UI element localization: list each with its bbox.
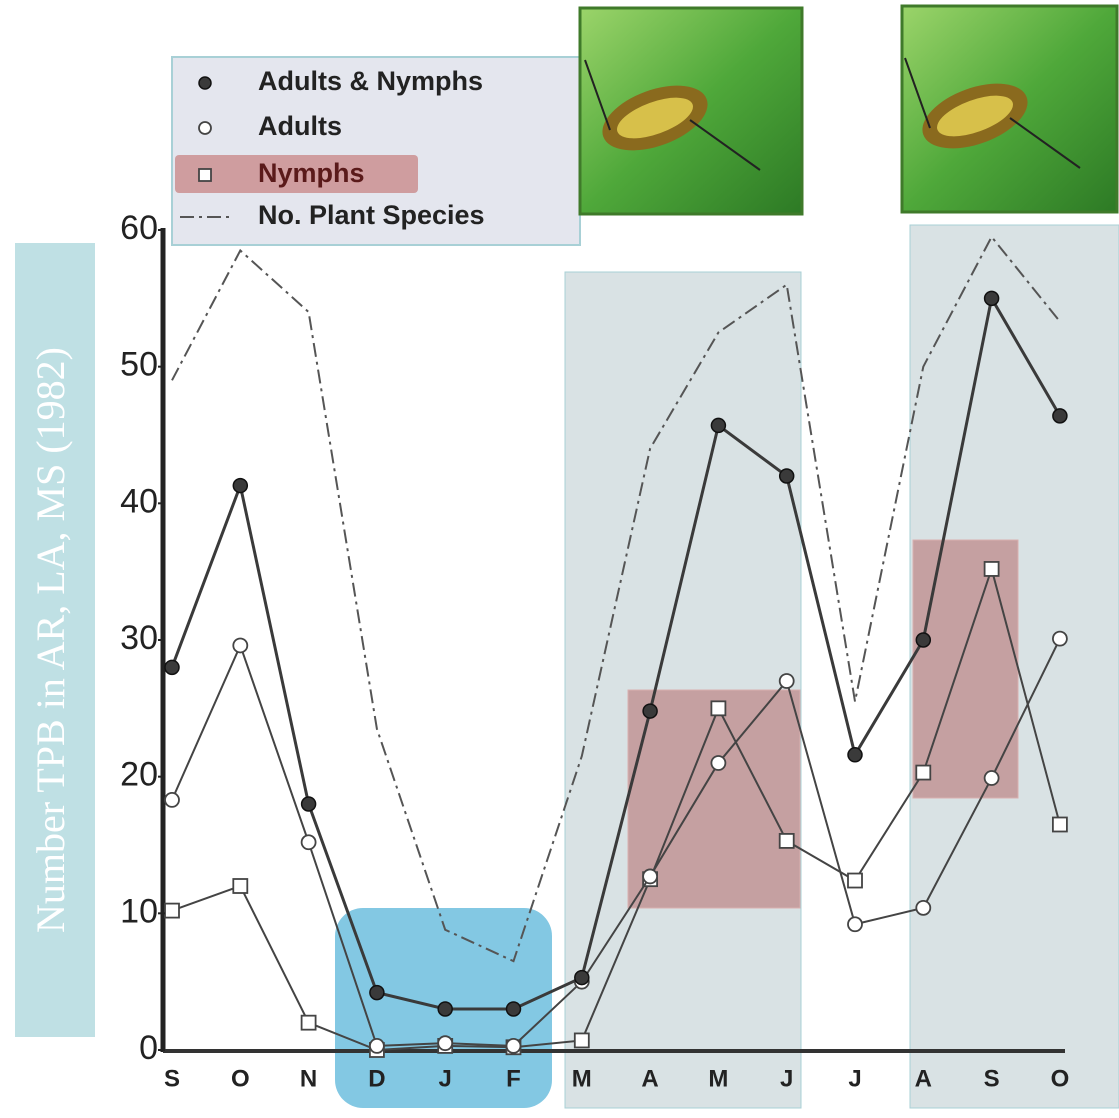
y-tick-label: 60 <box>120 209 158 247</box>
marker <box>507 1002 521 1016</box>
x-tick-label: J <box>439 1065 452 1092</box>
marker <box>370 986 384 1000</box>
marker <box>575 1033 589 1047</box>
y-tick-label: 20 <box>120 756 158 794</box>
marker <box>916 766 930 780</box>
marker <box>575 971 589 985</box>
marker <box>848 874 862 888</box>
x-tick-label: S <box>164 1065 180 1092</box>
x-tick-label: M <box>572 1065 592 1092</box>
marker <box>165 793 179 807</box>
legend-label: Nymphs <box>258 158 365 188</box>
legend-label: No. Plant Species <box>258 200 485 230</box>
marker <box>643 704 657 718</box>
marker <box>302 1016 316 1030</box>
marker <box>438 1036 452 1050</box>
x-tick-label: S <box>984 1065 1000 1092</box>
y-axis-label: Number TPB in AR, LA, MS (1982) <box>28 347 73 933</box>
insect-image <box>580 8 802 214</box>
marker <box>165 660 179 674</box>
marker <box>165 904 179 918</box>
y-tick-label: 10 <box>120 892 158 930</box>
y-tick-label: 30 <box>120 619 158 657</box>
marker <box>1053 818 1067 832</box>
marker <box>643 869 657 883</box>
marker <box>780 834 794 848</box>
x-tick-label: A <box>915 1065 932 1092</box>
legend-marker <box>199 122 211 134</box>
insect-image <box>902 6 1117 212</box>
x-tick-label: A <box>641 1065 658 1092</box>
marker <box>302 797 316 811</box>
marker <box>916 901 930 915</box>
marker <box>1053 632 1067 646</box>
marker <box>780 674 794 688</box>
page: Number TPB in AR, LA, MS (1982) Adults &… <box>0 0 1119 1118</box>
x-tick-label: F <box>506 1065 521 1092</box>
marker <box>711 756 725 770</box>
x-tick-label: O <box>231 1065 250 1092</box>
marker <box>711 701 725 715</box>
marker <box>438 1002 452 1016</box>
x-tick-label: D <box>368 1065 385 1092</box>
marker <box>507 1039 521 1053</box>
marker <box>848 748 862 762</box>
legend-marker <box>199 77 211 89</box>
x-tick-label: J <box>848 1065 861 1092</box>
legend-marker <box>199 169 211 181</box>
marker <box>1053 409 1067 423</box>
y-tick-label: 0 <box>139 1029 158 1067</box>
y-tick-label: 50 <box>120 346 158 384</box>
marker <box>302 835 316 849</box>
marker <box>985 291 999 305</box>
x-tick-label: O <box>1051 1065 1070 1092</box>
marker <box>985 562 999 576</box>
marker <box>780 469 794 483</box>
legend-label: Adults <box>258 111 342 141</box>
marker <box>848 917 862 931</box>
marker <box>370 1039 384 1053</box>
x-tick-label: M <box>708 1065 728 1092</box>
chart: Number TPB in AR, LA, MS (1982) Adults &… <box>0 0 1119 1113</box>
marker <box>233 879 247 893</box>
x-tick-label: N <box>300 1065 317 1092</box>
marker <box>233 479 247 493</box>
marker <box>711 418 725 432</box>
marker <box>916 633 930 647</box>
legend-label: Adults & Nymphs <box>258 66 483 96</box>
y-tick-label: 40 <box>120 482 158 520</box>
marker <box>233 638 247 652</box>
marker <box>985 771 999 785</box>
x-tick-label: J <box>780 1065 793 1092</box>
